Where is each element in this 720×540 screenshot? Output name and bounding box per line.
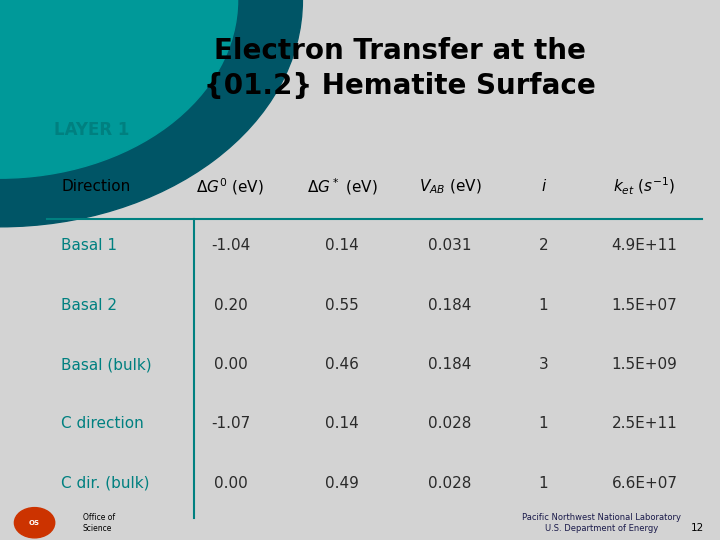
Text: -1.04: -1.04 bbox=[211, 238, 250, 253]
Text: OS: OS bbox=[29, 519, 40, 526]
Text: $\Delta G^0\ \mathrm{(eV)}$: $\Delta G^0\ \mathrm{(eV)}$ bbox=[197, 176, 264, 197]
Text: Office of: Office of bbox=[83, 513, 115, 522]
Text: U.S. Department of Energy: U.S. Department of Energy bbox=[544, 524, 658, 532]
Text: 2: 2 bbox=[539, 238, 549, 253]
Text: 0.14: 0.14 bbox=[325, 238, 359, 253]
Text: 0.028: 0.028 bbox=[428, 416, 472, 431]
Text: 2.5E+11: 2.5E+11 bbox=[611, 416, 678, 431]
Text: 1: 1 bbox=[539, 416, 549, 431]
Text: 0.14: 0.14 bbox=[325, 416, 359, 431]
Text: Basal 2: Basal 2 bbox=[61, 298, 117, 313]
Text: 0.184: 0.184 bbox=[428, 298, 472, 313]
Text: 0.031: 0.031 bbox=[428, 238, 472, 253]
Wedge shape bbox=[0, 0, 238, 178]
Text: Direction: Direction bbox=[61, 179, 130, 194]
Text: 0.00: 0.00 bbox=[214, 476, 247, 491]
Text: 6.6E+07: 6.6E+07 bbox=[611, 476, 678, 491]
Text: 0.028: 0.028 bbox=[428, 476, 472, 491]
Text: {01.2} Hematite Surface: {01.2} Hematite Surface bbox=[204, 72, 595, 100]
Text: 0.55: 0.55 bbox=[325, 298, 359, 313]
Text: 0.46: 0.46 bbox=[325, 357, 359, 372]
Text: 1: 1 bbox=[539, 298, 549, 313]
Text: 1.5E+09: 1.5E+09 bbox=[611, 357, 678, 372]
Text: LAYER 1: LAYER 1 bbox=[54, 120, 130, 139]
Text: $\Delta G^*\ \mathrm{(eV)}$: $\Delta G^*\ \mathrm{(eV)}$ bbox=[307, 176, 377, 197]
Text: 0.184: 0.184 bbox=[428, 357, 472, 372]
Text: -1.07: -1.07 bbox=[211, 416, 250, 431]
Text: C dir. (bulk): C dir. (bulk) bbox=[61, 476, 150, 491]
Text: 4.9E+11: 4.9E+11 bbox=[611, 238, 678, 253]
Text: $V_{AB}\ \mathrm{(eV)}$: $V_{AB}\ \mathrm{(eV)}$ bbox=[418, 177, 482, 195]
Text: 1: 1 bbox=[539, 476, 549, 491]
Text: Basal (bulk): Basal (bulk) bbox=[61, 357, 152, 372]
Wedge shape bbox=[0, 0, 302, 227]
Text: 0.49: 0.49 bbox=[325, 476, 359, 491]
Circle shape bbox=[14, 508, 55, 538]
Text: 0.20: 0.20 bbox=[214, 298, 247, 313]
Text: 1.5E+07: 1.5E+07 bbox=[611, 298, 678, 313]
Text: Electron Transfer at the: Electron Transfer at the bbox=[214, 37, 585, 65]
Text: Basal 1: Basal 1 bbox=[61, 238, 117, 253]
Text: C direction: C direction bbox=[61, 416, 144, 431]
Text: Science: Science bbox=[83, 524, 112, 532]
Text: $k_{et}\ (s^{-1})$: $k_{et}\ (s^{-1})$ bbox=[613, 176, 675, 197]
Text: 12: 12 bbox=[691, 523, 704, 533]
Text: Pacific Northwest National Laboratory: Pacific Northwest National Laboratory bbox=[522, 513, 680, 522]
Text: 0.00: 0.00 bbox=[214, 357, 247, 372]
Text: 3: 3 bbox=[539, 357, 549, 372]
Text: $i$: $i$ bbox=[541, 178, 546, 194]
